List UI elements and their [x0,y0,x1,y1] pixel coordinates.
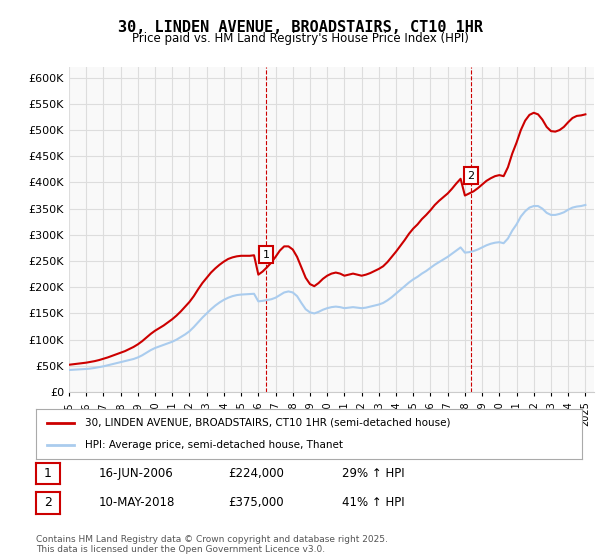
Text: 41% ↑ HPI: 41% ↑ HPI [342,496,404,510]
Text: 30, LINDEN AVENUE, BROADSTAIRS, CT10 1HR: 30, LINDEN AVENUE, BROADSTAIRS, CT10 1HR [118,20,482,35]
Text: 16-JUN-2006: 16-JUN-2006 [99,467,174,480]
Text: Price paid vs. HM Land Registry's House Price Index (HPI): Price paid vs. HM Land Registry's House … [131,32,469,45]
Text: £224,000: £224,000 [228,467,284,480]
Text: £375,000: £375,000 [228,496,284,510]
Text: 1: 1 [263,250,270,260]
Text: HPI: Average price, semi-detached house, Thanet: HPI: Average price, semi-detached house,… [85,440,343,450]
Text: 29% ↑ HPI: 29% ↑ HPI [342,467,404,480]
Text: 1: 1 [44,467,52,480]
Text: 30, LINDEN AVENUE, BROADSTAIRS, CT10 1HR (semi-detached house): 30, LINDEN AVENUE, BROADSTAIRS, CT10 1HR… [85,418,451,428]
Text: 10-MAY-2018: 10-MAY-2018 [99,496,175,510]
Text: 2: 2 [44,496,52,510]
Text: 2: 2 [467,171,475,181]
Text: Contains HM Land Registry data © Crown copyright and database right 2025.
This d: Contains HM Land Registry data © Crown c… [36,535,388,554]
